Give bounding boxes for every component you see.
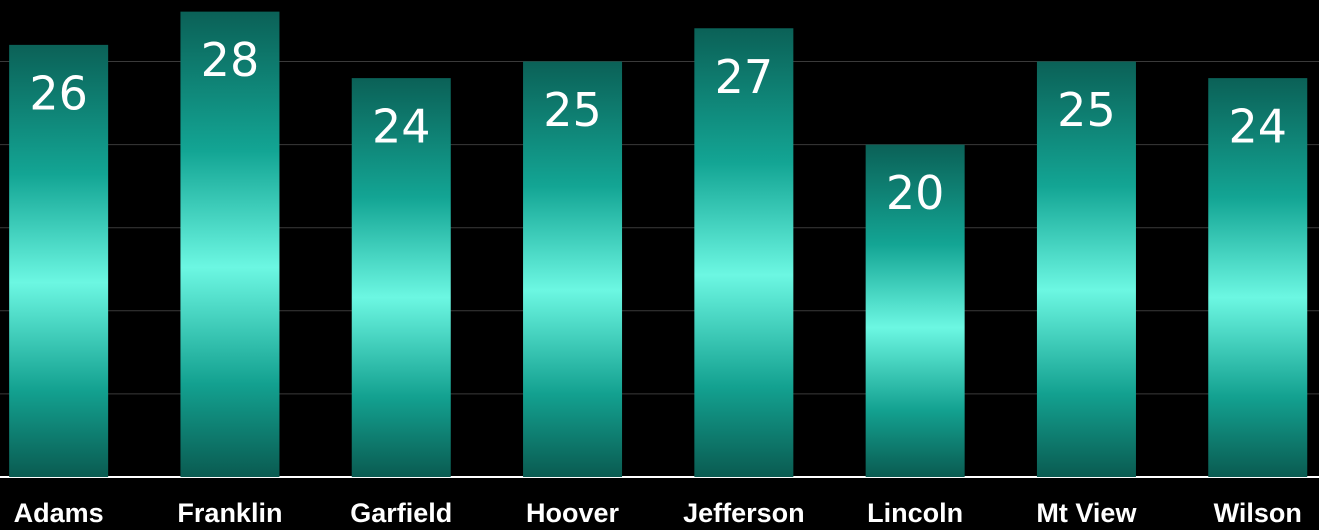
data-label: 20 bbox=[886, 166, 945, 220]
bar bbox=[9, 44, 109, 477]
bar bbox=[1208, 78, 1308, 477]
x-tick-label: Jefferson bbox=[683, 498, 805, 528]
x-tick-label: Adams bbox=[14, 498, 104, 528]
data-label: 28 bbox=[201, 33, 260, 87]
bar bbox=[865, 144, 965, 477]
bar bbox=[694, 28, 794, 477]
bar bbox=[180, 11, 280, 477]
data-label: 24 bbox=[1228, 100, 1287, 154]
x-tick-label: Mt View bbox=[1036, 498, 1137, 528]
data-label: 25 bbox=[1057, 83, 1116, 137]
x-tick-label: Lincoln bbox=[867, 498, 963, 528]
data-label: 25 bbox=[543, 83, 602, 137]
data-label: 26 bbox=[29, 66, 88, 120]
x-tick-label: Wilson bbox=[1214, 498, 1302, 528]
x-tick-label: Garfield bbox=[350, 498, 452, 528]
x-tick-label: Hoover bbox=[526, 498, 620, 528]
bar bbox=[523, 61, 623, 477]
bar bbox=[351, 78, 451, 477]
data-label: 27 bbox=[715, 50, 774, 104]
data-label: 24 bbox=[372, 100, 431, 154]
x-tick-label: Franklin bbox=[177, 498, 282, 528]
bar bbox=[1036, 61, 1136, 477]
